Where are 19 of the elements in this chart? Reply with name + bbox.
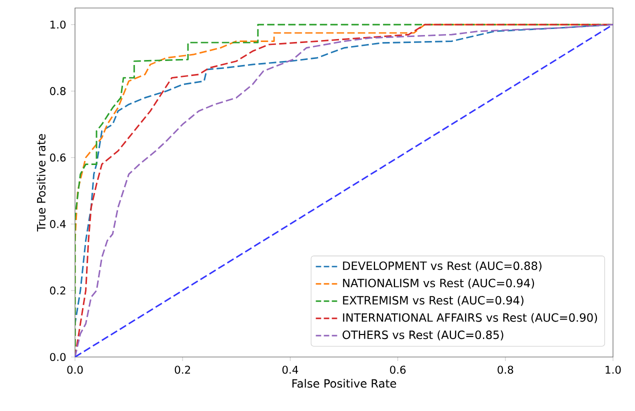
y-tick-label: 0.4 xyxy=(50,220,66,228)
y-tick-label: 0.6 xyxy=(50,154,66,162)
y-tick-label: 0.8 xyxy=(50,87,66,96)
y-tick-label: 0.2 xyxy=(50,286,66,295)
x-tick-label: 0.0 xyxy=(67,366,83,374)
x-tick-label: 0.6 xyxy=(390,366,406,374)
legend-label: INTERNATIONAL AFFAIRS vs Rest (AUC=0.90) xyxy=(343,313,598,324)
legend-label: EXTREMISM vs Rest (AUC=0.94) xyxy=(343,296,524,306)
x-tick-label: 0.4 xyxy=(282,366,298,374)
legend-label: OTHERS vs Rest (AUC=0.85) xyxy=(342,330,504,340)
legend-label: DEVELOPMENT vs Rest (AUC=0.88) xyxy=(343,261,542,272)
y-tick-label: 1.0 xyxy=(50,20,66,29)
x-tick-label: 1.0 xyxy=(606,366,621,374)
y-tick-label: 0.0 xyxy=(50,352,66,362)
x-tick-label: 0.2 xyxy=(174,366,190,374)
x-tick-label: 0.8 xyxy=(498,366,514,374)
x-axis-title: False Positive Rate xyxy=(292,378,396,388)
legend-label: NATIONALISM vs Rest (AUC=0.94) xyxy=(343,278,534,289)
y-axis-title: True Positive rate xyxy=(36,134,46,232)
